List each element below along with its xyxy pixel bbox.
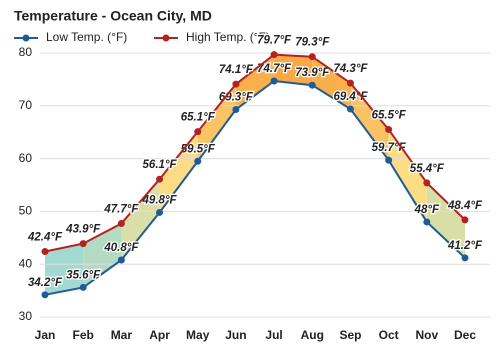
x-tick-label: Aug [301, 328, 324, 342]
data-point [232, 105, 240, 113]
temp-band [426, 182, 465, 258]
temp-band [235, 54, 275, 110]
data-point [79, 283, 87, 291]
temp-band [274, 54, 313, 86]
temp-band [350, 83, 389, 161]
data-point [461, 254, 469, 262]
data-point [385, 126, 393, 134]
data-point [270, 77, 278, 85]
y-tick-label: 50 [19, 204, 33, 218]
x-tick-label: Sep [339, 328, 361, 342]
data-label: 74.3°F [333, 63, 368, 75]
data-label: 41.2°F [447, 240, 483, 252]
x-tick-label: Mar [111, 328, 133, 342]
data-label: 59.5°F [181, 143, 216, 155]
data-label: 73.9°F [295, 67, 330, 79]
x-tick-label: Apr [149, 328, 170, 342]
data-label: 65.5°F [372, 110, 407, 122]
data-point [461, 216, 469, 224]
x-tick-label: Feb [73, 328, 94, 342]
x-tick-label: Nov [415, 328, 438, 342]
x-tick-label: May [186, 328, 210, 342]
data-point [346, 79, 354, 87]
data-label: 79.7°F [257, 35, 292, 47]
y-tick-label: 80 [19, 45, 33, 59]
data-point [79, 240, 87, 248]
data-point [385, 156, 393, 164]
data-point [194, 157, 202, 165]
series-line [44, 79, 466, 296]
temp-band [388, 129, 427, 222]
legend-label: High Temp. (°F) [186, 30, 270, 44]
data-label: 34.2°F [28, 277, 63, 289]
temp-band [197, 84, 236, 162]
y-tick-label: 70 [19, 98, 33, 112]
data-point [308, 53, 316, 61]
data-point [270, 51, 278, 59]
data-label: 74.1°F [219, 64, 254, 76]
data-label: 79.3°F [295, 37, 330, 49]
x-tick-label: Dec [454, 328, 476, 342]
data-point [346, 105, 354, 113]
data-label: 69.4°F [333, 91, 368, 103]
series-line [44, 53, 466, 253]
data-point [423, 218, 431, 226]
data-label: 48°F [414, 204, 440, 216]
temp-band [312, 56, 351, 109]
data-label: 49.8°F [142, 194, 178, 206]
x-tick-label: Jun [225, 328, 246, 342]
data-point [308, 81, 316, 89]
data-point [156, 208, 164, 216]
bands [45, 54, 465, 295]
data-label: 40.8°F [103, 242, 139, 254]
y-tick-label: 60 [19, 151, 33, 165]
data-point [117, 220, 125, 228]
data-point [423, 179, 431, 187]
data-label: 74.7°F [257, 63, 292, 75]
chart-title: Temperature - Ocean City, MD [14, 8, 212, 24]
legend-marker [162, 34, 170, 42]
data-label: 55.4°F [410, 163, 445, 175]
data-point [156, 175, 164, 183]
temp-band [45, 243, 84, 295]
data-label: 35.6°F [66, 269, 101, 281]
data-label: 56.1°F [143, 159, 178, 171]
x-tick-label: Jul [265, 328, 282, 342]
legend-label: Low Temp. (°F) [46, 30, 127, 44]
data-point [232, 80, 240, 88]
data-label: 65.1°F [181, 112, 216, 124]
legend-marker [22, 34, 30, 42]
temp-band [159, 131, 198, 213]
x-tick-label: Jan [35, 328, 56, 342]
data-point [117, 256, 125, 264]
y-tick-label: 40 [19, 256, 33, 270]
data-label: 47.7°F [103, 204, 139, 216]
data-label: 43.9°F [65, 224, 101, 236]
data-point [194, 128, 202, 136]
data-point [41, 291, 49, 299]
data-label: 42.4°F [27, 232, 63, 244]
data-point [41, 248, 49, 256]
y-tick-label: 30 [19, 309, 33, 323]
x-tick-label: Oct [379, 328, 399, 342]
temp-band [121, 179, 160, 260]
data-label: 48.4°F [447, 200, 483, 212]
